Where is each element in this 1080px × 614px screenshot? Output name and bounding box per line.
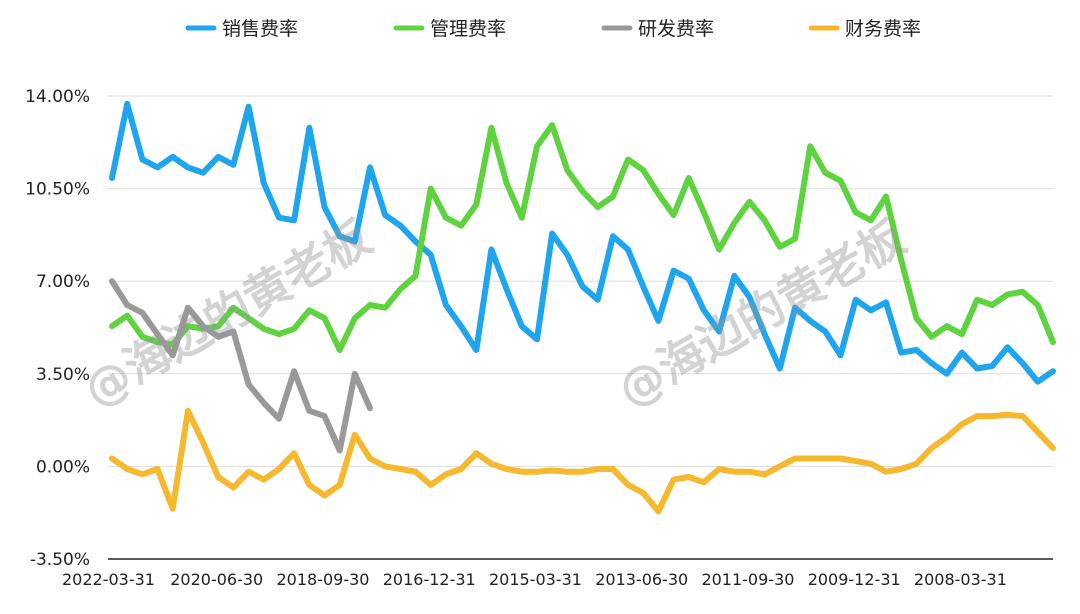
x-tick-label: 2015-03-31 [489,570,582,589]
y-tick-label: 0.00% [36,457,90,477]
series-line-admin [109,122,1056,353]
y-tick-label: 3.50% [36,365,90,385]
series-line-sales [109,100,1056,385]
series-line-finance [109,407,1056,515]
x-tick-label: 2022-03-31 [62,570,155,589]
y-axis-ticks: 14.00% 10.50% 7.00% 3.50% 0.00% -3.50% [25,87,90,570]
y-tick-label: -3.50% [30,550,90,570]
legend-item-sales: 销售费率 [185,18,298,40]
legend-label-sales: 销售费率 [222,18,298,40]
y-tick-label: 10.50% [25,180,90,200]
legend-label-rnd: 研发费率 [638,18,714,40]
legend-item-admin: 管理费率 [393,18,506,40]
x-tick-label: 2009-12-31 [808,570,901,589]
watermark-left: @海边的黄老板 [75,210,381,418]
y-tick-label: 7.00% [36,272,90,292]
x-tick-label: 2013-06-30 [595,570,688,589]
x-tick-label: 2011-09-30 [701,570,794,589]
legend-label-finance: 财务费率 [845,18,921,40]
x-axis-ticks: 2022-03-31 2020-06-30 2018-09-30 2016-12-31… [62,570,1007,589]
legend: 销售费率 管理费率 研发费率 财务费率 [185,18,921,40]
x-tick-label: 2016-12-31 [383,570,476,589]
series-line-rnd [109,278,373,454]
legend-label-admin: 管理费率 [430,18,506,40]
legend-item-rnd: 研发费率 [601,18,714,40]
legend-item-finance: 财务费率 [808,18,921,40]
x-tick-label: 2018-09-30 [276,570,369,589]
x-tick-label: 2020-06-30 [170,570,263,589]
y-tick-label: 14.00% [25,87,90,107]
series-layer [109,100,1056,515]
x-tick-label: 2008-03-31 [914,570,1007,589]
